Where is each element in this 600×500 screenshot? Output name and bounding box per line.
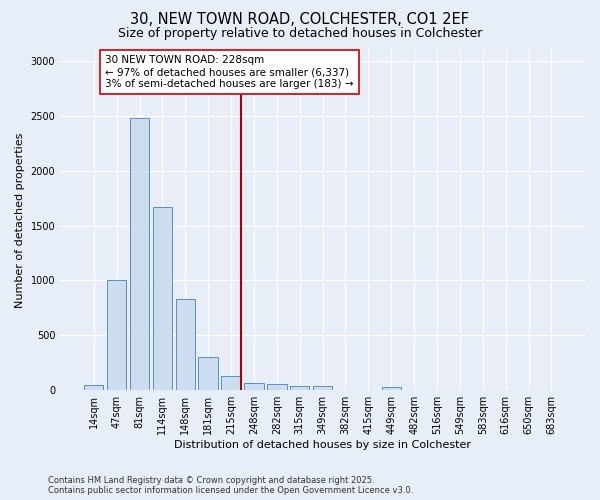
Bar bbox=[313, 386, 332, 390]
Bar bbox=[176, 299, 195, 390]
Text: 30, NEW TOWN ROAD, COLCHESTER, CO1 2EF: 30, NEW TOWN ROAD, COLCHESTER, CO1 2EF bbox=[131, 12, 470, 28]
Text: Contains HM Land Registry data © Crown copyright and database right 2025.
Contai: Contains HM Land Registry data © Crown c… bbox=[48, 476, 413, 495]
Y-axis label: Number of detached properties: Number of detached properties bbox=[15, 132, 25, 308]
X-axis label: Distribution of detached houses by size in Colchester: Distribution of detached houses by size … bbox=[174, 440, 471, 450]
Bar bbox=[382, 387, 401, 390]
Bar bbox=[199, 356, 218, 390]
Bar bbox=[221, 376, 241, 390]
Bar bbox=[84, 384, 103, 390]
Bar bbox=[107, 280, 127, 390]
Bar bbox=[130, 118, 149, 390]
Bar bbox=[290, 386, 310, 390]
Text: 30 NEW TOWN ROAD: 228sqm
← 97% of detached houses are smaller (6,337)
3% of semi: 30 NEW TOWN ROAD: 228sqm ← 97% of detach… bbox=[105, 56, 353, 88]
Text: Size of property relative to detached houses in Colchester: Size of property relative to detached ho… bbox=[118, 28, 482, 40]
Bar bbox=[152, 207, 172, 390]
Bar bbox=[267, 384, 287, 390]
Bar bbox=[244, 383, 263, 390]
